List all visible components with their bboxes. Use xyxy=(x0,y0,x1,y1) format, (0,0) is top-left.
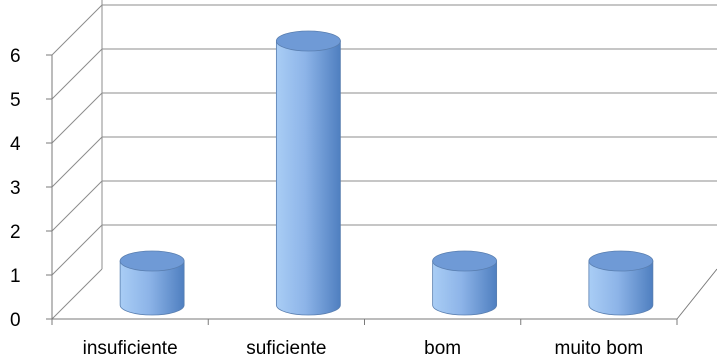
y-tick-label: 2 xyxy=(10,222,21,243)
bar-top xyxy=(119,250,185,272)
x-axis-labels: insuficiente suficiente bom muito bom xyxy=(83,338,644,359)
bar-body xyxy=(432,260,498,316)
gridline-side xyxy=(51,224,103,276)
gridline-side xyxy=(51,268,103,320)
bar-top xyxy=(588,250,654,272)
y-tick-label: 1 xyxy=(10,266,21,287)
y-tick-label: 0 xyxy=(10,310,21,331)
x-category-label: muito bom xyxy=(555,338,644,359)
axes xyxy=(46,0,717,325)
bar-body xyxy=(588,260,654,316)
y-tick-label: 4 xyxy=(10,134,21,155)
gridline-side xyxy=(51,136,103,188)
gridline-side xyxy=(51,180,103,232)
y-axis-ticks: 0 1 2 3 4 5 6 xyxy=(10,46,21,331)
gridline-side xyxy=(51,48,103,100)
y-tick-label: 3 xyxy=(10,178,21,199)
bar-suficiente xyxy=(275,30,341,316)
gridline-side xyxy=(51,4,103,56)
bar-insuficiente xyxy=(119,250,185,316)
y-tick-label: 6 xyxy=(10,46,21,67)
x-category-label: bom xyxy=(424,338,461,359)
gridlines xyxy=(51,4,717,320)
gridline-side xyxy=(51,92,103,144)
x-category-label: insuficiente xyxy=(83,338,178,359)
y-tick-label: 5 xyxy=(10,90,21,111)
bar-top xyxy=(275,30,341,52)
bar-body xyxy=(119,260,185,316)
bars xyxy=(119,30,654,316)
bar-body xyxy=(275,40,341,316)
x-category-label: suficiente xyxy=(246,338,326,359)
bar-bom xyxy=(432,250,498,316)
floor-right-edge xyxy=(676,268,717,320)
bar-muito-bom xyxy=(588,250,654,316)
bar-top xyxy=(432,250,498,272)
